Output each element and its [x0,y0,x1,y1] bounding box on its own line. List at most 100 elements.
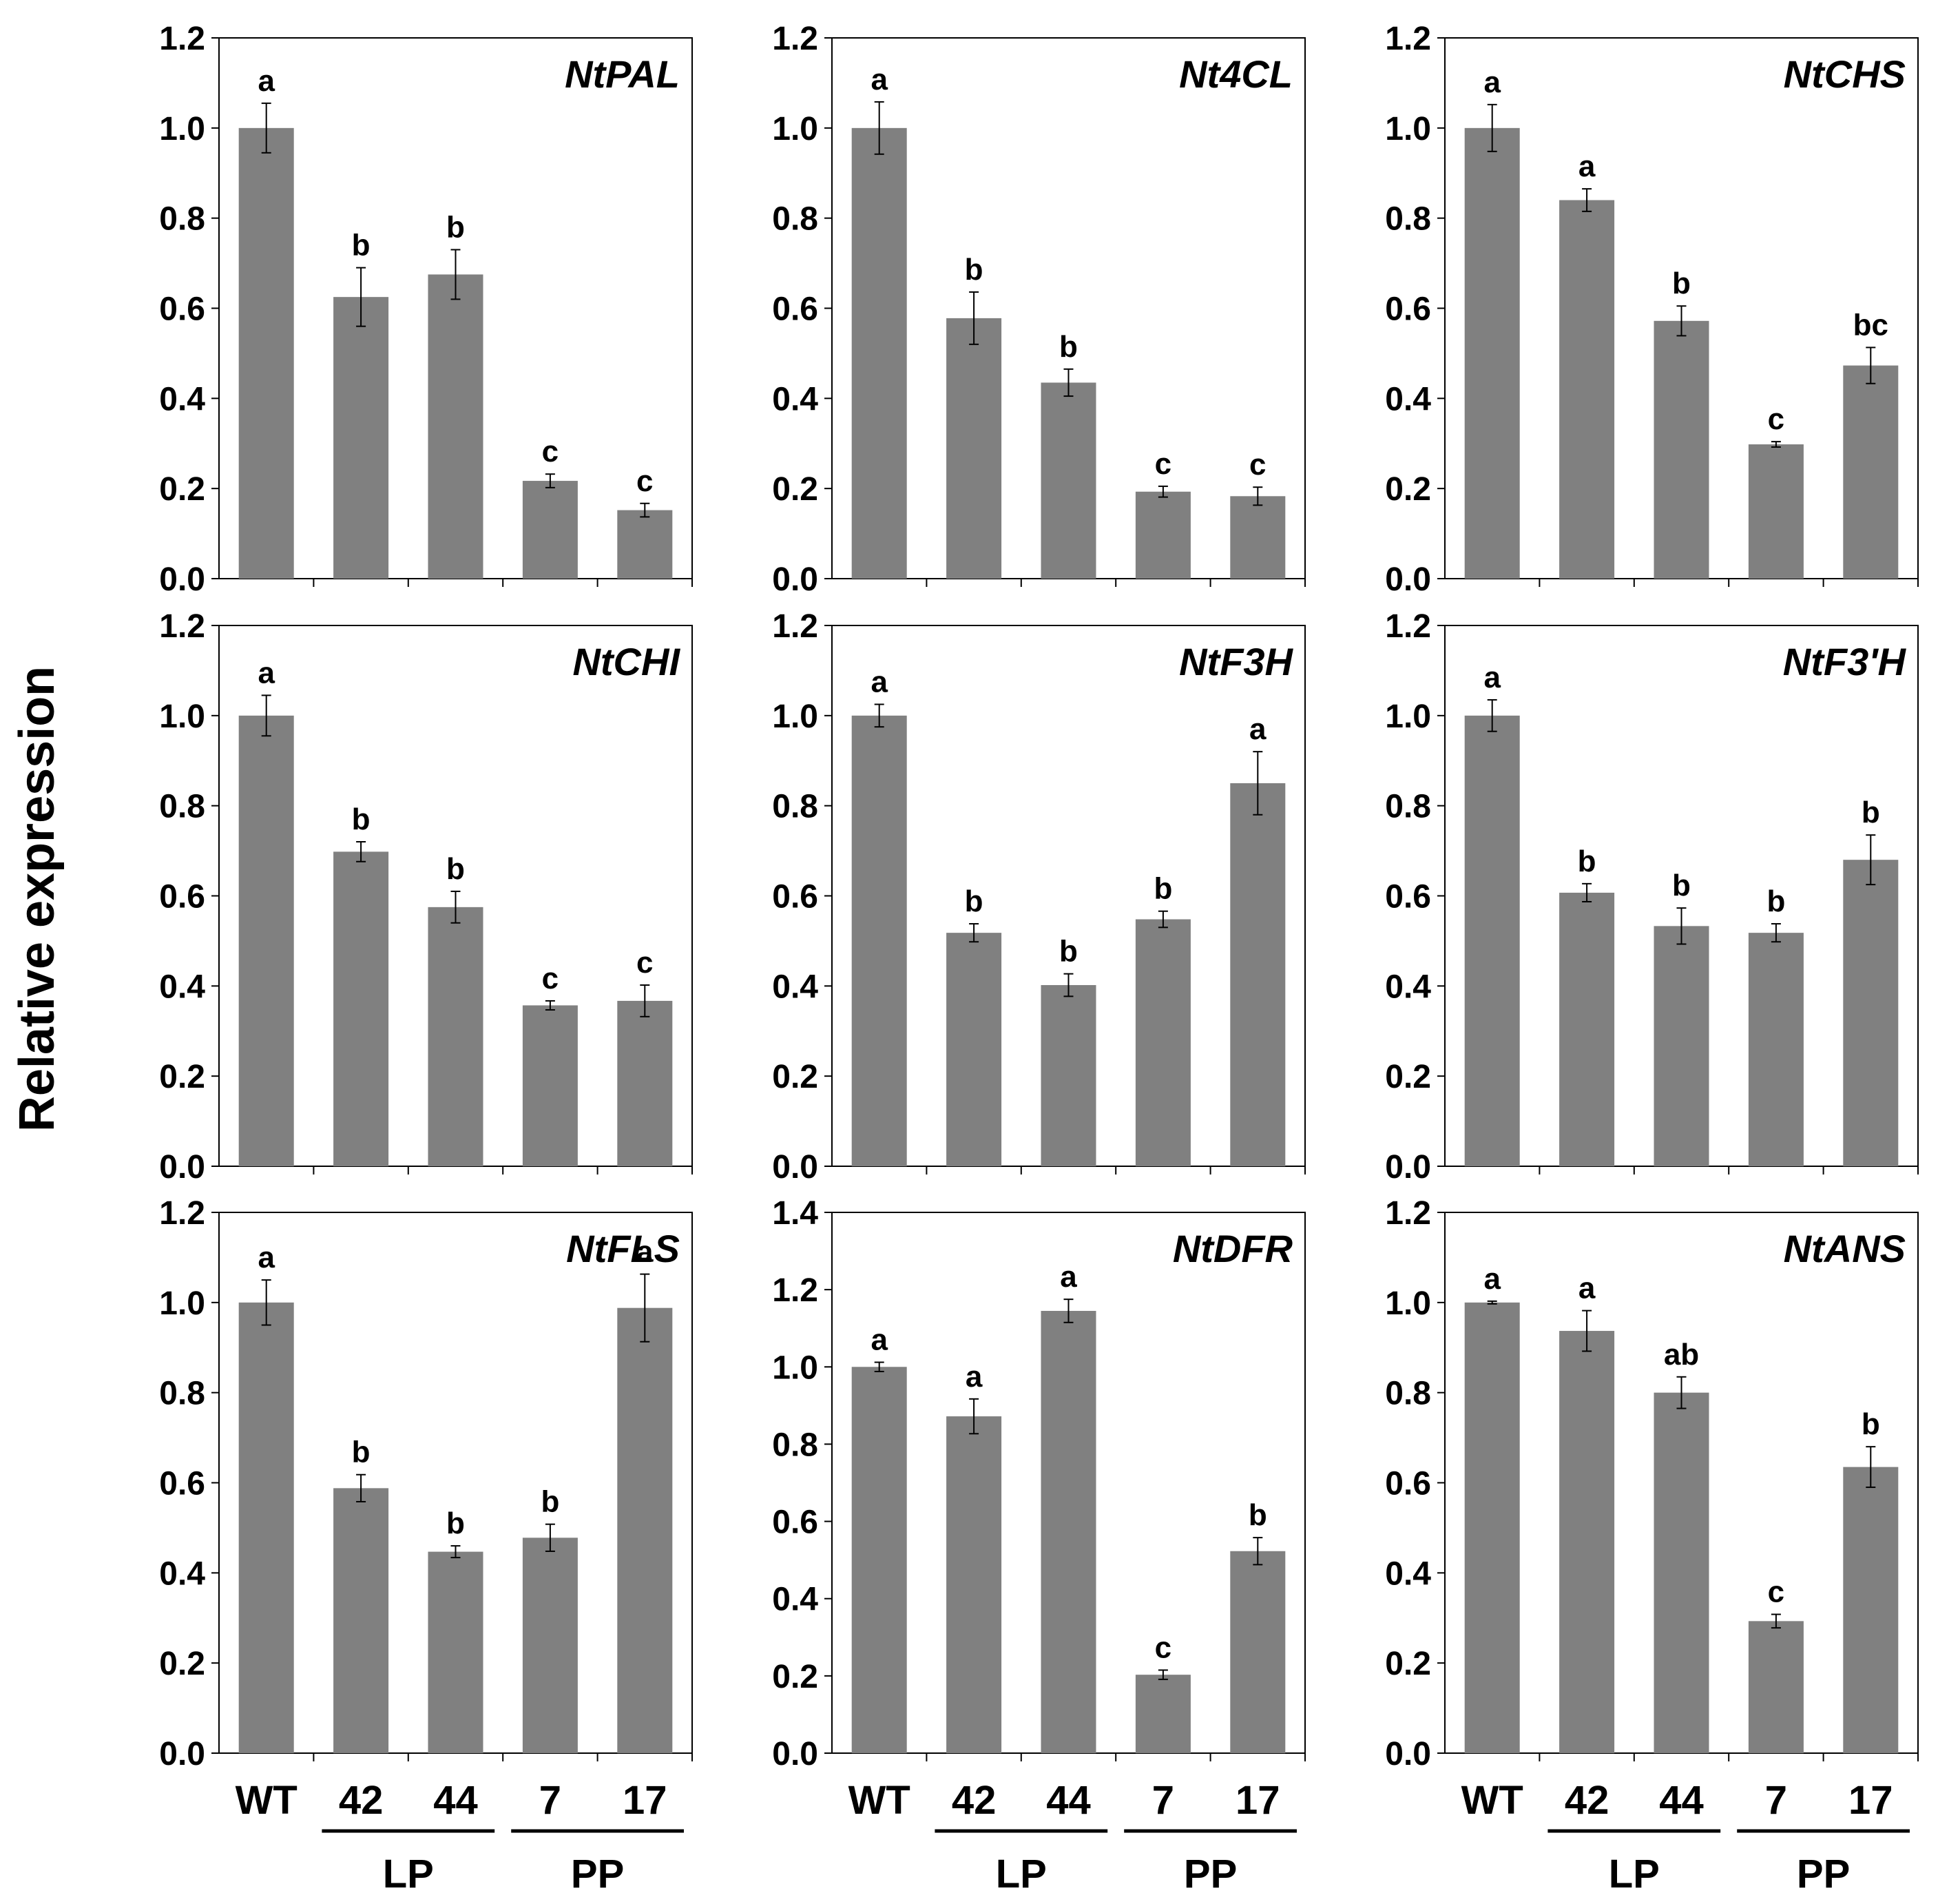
x-tick-label: 7 [1765,1778,1787,1823]
error-bar [1676,907,1687,945]
error-bar [1063,368,1074,397]
panel-ntdfr: 0.0 0.2 0.4 0.6 0.8 1.0 1.2 1.4 a a a c b NtDFR WT 42 44… [772,1195,1306,1896]
error-bar [1487,699,1497,732]
gene-title: Nt4CL [1179,52,1293,96]
x-tick-label: 42 [1565,1778,1609,1823]
significance-letter: a [1483,661,1501,694]
significance-letter: b [965,253,983,287]
x-tick-label: 44 [1659,1778,1704,1823]
y-tick-label: 0.0 [159,1736,205,1772]
x-tick-label: 17 [1848,1778,1893,1823]
significance-letter: b [1672,267,1691,300]
error-bar [1582,882,1592,903]
bar [946,318,1002,579]
y-tick-label: 0.4 [1385,1555,1431,1592]
bar [1748,933,1804,1166]
y-tick-label: 1.0 [772,1349,818,1386]
y-tick-label: 0.2 [772,471,818,508]
bar [1464,715,1520,1166]
significance-letter: b [1059,935,1078,969]
gene-title: NtFLS [566,1227,680,1270]
bar [1041,985,1096,1166]
bar [428,907,483,1166]
y-tick-label: 0.0 [1385,1736,1431,1772]
error-bar [969,1398,979,1435]
significance-letter: b [1578,845,1596,878]
y-tick-label: 0.6 [772,291,818,328]
significance-letter: a [1578,1272,1596,1305]
y-tick-label: 0.6 [1385,1466,1431,1502]
bar [1748,444,1804,579]
y-tick-label: 0.2 [1385,1646,1431,1682]
x-tick-label: 44 [433,1778,478,1823]
significance-letter: b [1766,884,1785,918]
y-tick-label: 0.4 [159,1555,205,1592]
y-tick-label: 0.8 [159,201,205,238]
error-bar [1866,1446,1876,1489]
bar [1135,491,1191,579]
significance-letter: b [1154,872,1172,906]
y-tick-label: 0.0 [159,561,205,598]
error-bar [1582,188,1592,212]
y-tick-label: 0.4 [772,969,818,1005]
significance-letter: b [1862,1407,1880,1441]
error-bar [1253,1537,1263,1566]
significance-letter: a [1578,149,1596,183]
significance-letter: b [446,852,465,886]
error-bar [1866,346,1876,384]
error-bar [1771,923,1781,943]
x-tick-label: WT [236,1778,298,1823]
y-tick-label: 0.6 [159,1466,205,1502]
error-bar [1158,1669,1168,1680]
significance-letter: a [1060,1260,1077,1294]
y-axis-label: Relative expression [10,666,65,1132]
error-bar [1253,486,1263,506]
error-bar [261,1279,271,1326]
error-bar [1676,1376,1687,1409]
bar [1748,1621,1804,1753]
error-bar [1487,103,1497,152]
bar [1843,1467,1899,1753]
y-tick-label: 0.4 [159,381,205,417]
bar [1559,1331,1615,1753]
group-label: LP [383,1852,434,1896]
y-tick-label: 1.0 [772,699,818,735]
error-bar [545,1000,555,1011]
gene-title: NtPAL [565,52,680,96]
y-tick-label: 0.8 [159,789,205,825]
error-bar [1063,1298,1074,1323]
significance-letter: a [258,656,275,690]
x-tick-label: 7 [1152,1778,1174,1823]
bar [946,933,1002,1166]
bar [1654,1392,1709,1753]
significance-letter: b [541,1485,559,1519]
y-tick-label: 0.8 [1385,1376,1431,1412]
bar [333,1488,389,1753]
significance-letter: b [1672,869,1691,902]
x-tick-label: 7 [539,1778,561,1823]
x-tick-label: WT [848,1778,910,1823]
y-tick-label: 1.2 [1385,1195,1431,1232]
significance-letter: c [542,435,559,468]
y-tick-label: 0.0 [159,1149,205,1186]
gene-title: NtF3'H [1783,640,1907,683]
significance-letter: a [966,1360,983,1394]
panel-ntf3-h: 0.0 0.2 0.4 0.6 0.8 1.0 1.2 a b b b b NtF3'H [1385,608,1919,1186]
significance-letter: c [1768,1575,1784,1609]
significance-letter: a [1249,712,1267,746]
error-bar [450,890,461,924]
y-tick-label: 0.6 [159,879,205,915]
error-bar [356,1473,366,1502]
bar [1041,382,1096,579]
y-tick-label: 0.2 [772,1659,818,1695]
error-bar [545,473,555,488]
panel-ntans: 0.0 0.2 0.4 0.6 0.8 1.0 1.2 a a ab c b NtANS WT 42 44 7 1… [1385,1195,1919,1896]
bar [1559,892,1615,1166]
group-label: PP [571,1852,624,1896]
error-bar [640,502,650,518]
significance-letter: a [871,63,888,96]
significance-letter: a [636,1235,654,1269]
error-bar [969,923,979,943]
x-tick-label: 17 [1236,1778,1280,1823]
